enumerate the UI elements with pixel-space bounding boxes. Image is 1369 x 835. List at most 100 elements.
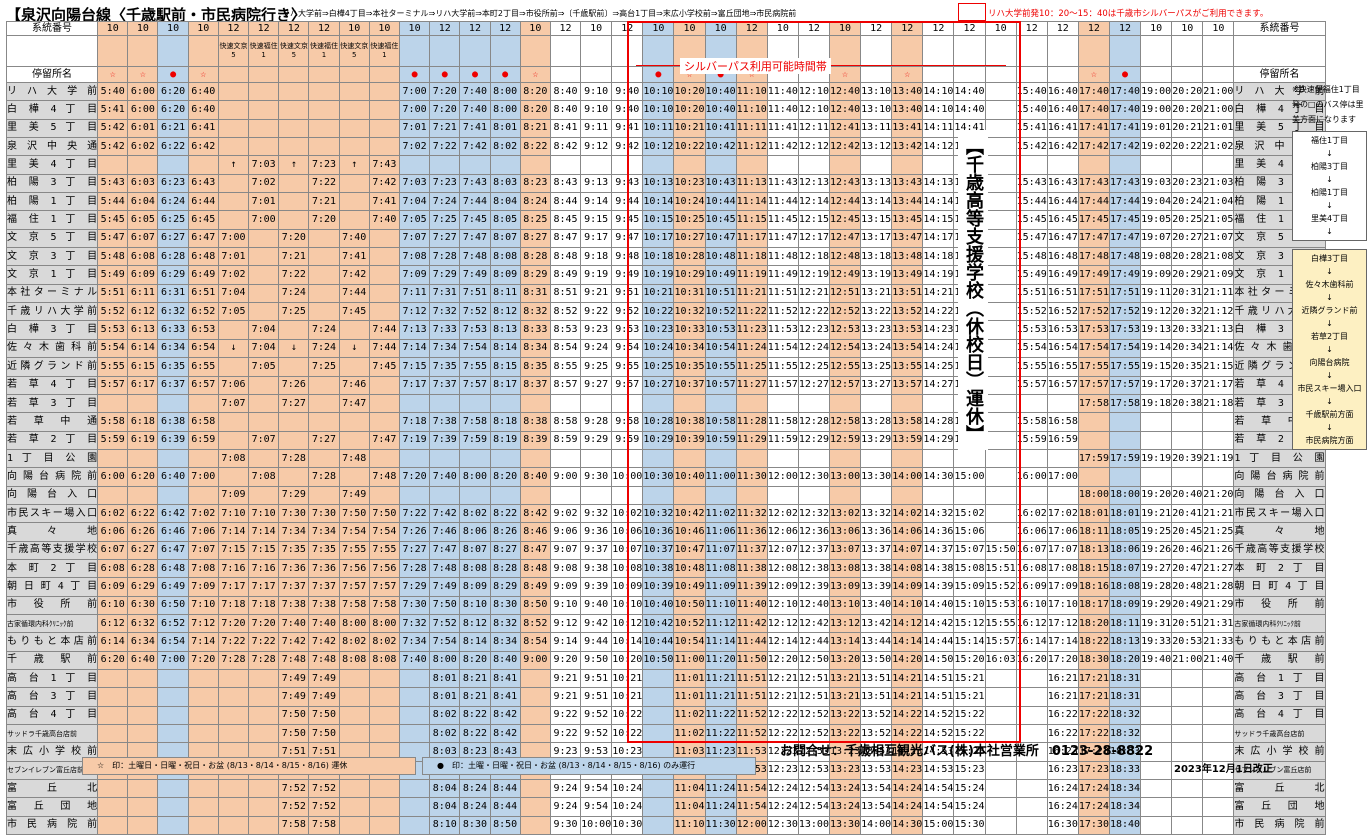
departure-time: 16:02 — [1015, 503, 1048, 524]
departure-time: 8:00 — [489, 100, 521, 120]
departure-time: 13:10 — [860, 100, 893, 120]
departure-time: 17:58 — [1108, 393, 1142, 414]
departure-time — [891, 155, 924, 175]
departure-time: 9:21 — [549, 668, 582, 689]
departure-time — [338, 430, 370, 450]
suspended-mark — [953, 66, 986, 83]
departure-time: 6:01 — [127, 118, 159, 139]
route-no-cell: 10 — [519, 21, 551, 36]
departure-time: 20:35 — [1171, 357, 1204, 377]
departure-time: 20:38 — [1171, 393, 1204, 414]
departure-time: 9:08 — [549, 558, 582, 579]
departure-time: 6:48 — [187, 247, 219, 267]
route-box-item: 市民病院方面 — [1305, 436, 1354, 445]
departure-time: 7:16 — [248, 558, 280, 579]
departure-time: 12:55 — [828, 357, 862, 377]
departure-time: 10:55 — [704, 357, 737, 377]
departure-time: 14:40 — [953, 100, 986, 120]
departure-time — [1202, 815, 1235, 835]
departure-time: 7:54 — [368, 522, 400, 542]
departure-time: 7:20 — [398, 467, 431, 487]
departure-time — [984, 192, 1017, 212]
stop-row: 本社ターミナル 5:51 6:11 6:31 6:51 7:04 7:24 7:44 7:11 7… — [5, 283, 1326, 304]
departure-time: 8:11 — [489, 283, 521, 304]
departure-time: 10:30 — [642, 467, 675, 487]
stop-row: 末 広 小 学 校 前 7:51 7:51 8:03 8:23 8:43 9:23 9:53 1… — [5, 742, 1326, 762]
departure-time: 7:08 — [187, 558, 219, 579]
departure-time: 9:54 — [580, 797, 613, 817]
departure-time: 17:21 — [1077, 687, 1110, 707]
stop-name: 近隣グランド前 — [5, 357, 99, 377]
departure-time: 16:42 — [1046, 137, 1079, 157]
departure-time: 17:48 — [1077, 247, 1110, 267]
departure-time: 13:21 — [828, 687, 862, 707]
departure-time: 10:32 — [673, 302, 706, 322]
departure-time: 17:59 — [1108, 448, 1142, 469]
departure-time: 12:17 — [797, 228, 830, 249]
departure-time: 21:33 — [1202, 632, 1235, 652]
departure-time: 16:57 — [1046, 375, 1079, 395]
departure-time: 9:13 — [580, 173, 613, 194]
departure-time: 11:55 — [766, 357, 799, 377]
departure-time: 11:53 — [735, 742, 768, 762]
departure-time: 10:06 — [611, 522, 644, 542]
departure-time: 8:01 — [429, 668, 461, 689]
departure-time: 20:22 — [1171, 137, 1204, 157]
departure-time: 9:06 — [549, 522, 582, 542]
departure-time — [308, 100, 340, 120]
express-label-cell — [953, 35, 986, 67]
departure-time: 7:34 — [308, 522, 340, 542]
departure-time — [828, 393, 862, 414]
departure-time: 10:15 — [642, 210, 675, 230]
departure-time: 9:52 — [580, 705, 613, 726]
route-box-item: 福住1丁目 — [1310, 136, 1349, 145]
departure-time: 9:36 — [580, 522, 613, 542]
stop-name: 千歳リハ大学前 — [5, 302, 99, 322]
departure-time: 16:30 — [1046, 815, 1079, 835]
departure-time: 7:46 — [338, 375, 370, 395]
departure-time — [642, 815, 675, 835]
departure-time — [549, 393, 582, 414]
departure-time: 11:22 — [704, 705, 737, 726]
departure-time: 7:00 — [398, 81, 431, 102]
stop-row: 若 草 3 丁 目 7:07 7:27 7:47 17:58 17:58 19:18 20:3… — [5, 393, 1326, 414]
departure-time: 21:02 — [1202, 137, 1235, 157]
suspended-mark: ☆ — [127, 66, 159, 83]
departure-time — [429, 393, 461, 414]
departure-time — [308, 81, 340, 102]
departure-time: 9:00 — [519, 650, 551, 671]
departure-time — [1108, 155, 1142, 175]
departure-time: 11:59 — [766, 430, 799, 450]
departure-time: 9:20 — [549, 650, 582, 671]
departure-time: 10:12 — [642, 137, 675, 157]
departure-time: 7:24 — [308, 320, 340, 340]
route-description: リハ大学前⇒白樺4丁目⇒本社ターミナル⇒リハ大学前⇒本町2丁目⇒市役所前⇒〔千歳… — [282, 9, 797, 18]
departure-time — [984, 503, 1017, 524]
departure-time — [398, 155, 431, 175]
departure-time: 13:40 — [891, 100, 924, 120]
departure-time: 7:23 — [308, 155, 340, 175]
stop-row: 近隣グランド前 5:55 6:15 6:35 6:55 7:05 7:25 7:45 7:15 7… — [5, 357, 1326, 377]
departure-time: 12:51 — [797, 687, 830, 707]
departure-time: 10:10 — [611, 595, 644, 615]
departure-time: 13:28 — [860, 412, 893, 432]
departure-time: 12:24 — [766, 797, 799, 817]
departure-time: 13:27 — [860, 375, 893, 395]
departure-time: 11:00 — [704, 467, 737, 487]
departure-time — [1171, 430, 1204, 450]
departure-time: 7:00 — [187, 467, 219, 487]
departure-time: 16:59 — [1046, 430, 1079, 450]
departure-time: 10:19 — [642, 265, 675, 285]
departure-time: 20:31 — [1171, 283, 1204, 304]
departure-time: 7:46 — [429, 522, 461, 542]
departure-time: 17:53 — [1108, 320, 1142, 340]
departure-time: 8:55 — [549, 357, 582, 377]
departure-time: 8:25 — [519, 210, 551, 230]
departure-time: 12:50 — [797, 650, 830, 671]
departure-time: 7:24 — [308, 338, 340, 359]
departure-time: 11:45 — [766, 210, 799, 230]
stop-name-right: リ ハ 大 学 前 — [1233, 81, 1326, 102]
departure-time — [398, 448, 431, 469]
departure-time: 15:24 — [953, 797, 986, 817]
timetable-grid: 系統番号 10 10 10 10 12 12 12 12 10 10 10 12 12 12 10 12 10 12… — [5, 21, 1326, 835]
